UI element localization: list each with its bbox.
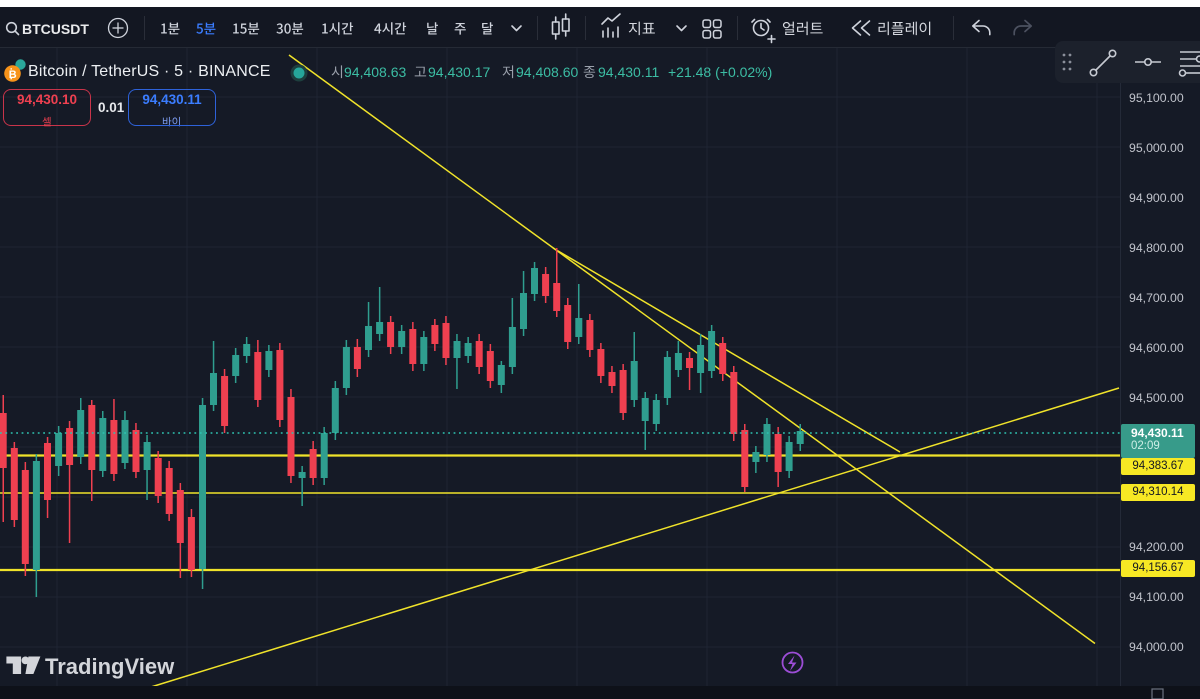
svg-text:B: B [9,69,17,81]
svg-text:TradingView: TradingView [45,654,175,679]
